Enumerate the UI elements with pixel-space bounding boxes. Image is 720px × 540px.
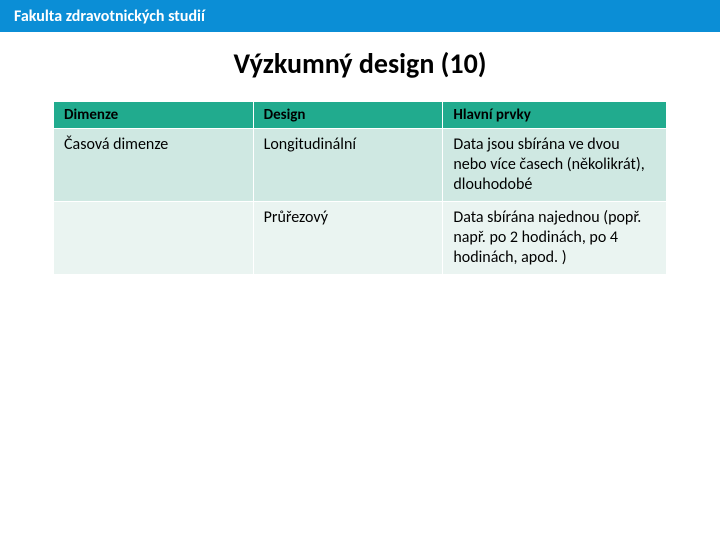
cell-elements: Data sbírána najednou (popř. např. po 2 …: [443, 202, 667, 275]
column-header-design: Design: [253, 102, 443, 129]
table-header-row: Dimenze Design Hlavní prvky: [54, 102, 667, 129]
cell-dimension: Časová dimenze: [54, 129, 254, 202]
cell-dimension: [54, 202, 254, 275]
faculty-name: Fakulta zdravotnických studií: [14, 7, 205, 26]
header-bar: Fakulta zdravotnických studií: [0, 0, 720, 32]
table-row: Časová dimenze Longitudinální Data jsou …: [54, 129, 667, 202]
column-header-dimension: Dimenze: [54, 102, 254, 129]
design-table: Dimenze Design Hlavní prvky Časová dimen…: [53, 101, 667, 275]
column-header-elements: Hlavní prvky: [443, 102, 667, 129]
table-row: Průřezový Data sbírána najednou (popř. n…: [54, 202, 667, 275]
cell-design: Longitudinální: [253, 129, 443, 202]
slide-title: Výzkumný design (10): [0, 46, 720, 81]
cell-elements: Data jsou sbírána ve dvou nebo více čase…: [443, 129, 667, 202]
cell-design: Průřezový: [253, 202, 443, 275]
